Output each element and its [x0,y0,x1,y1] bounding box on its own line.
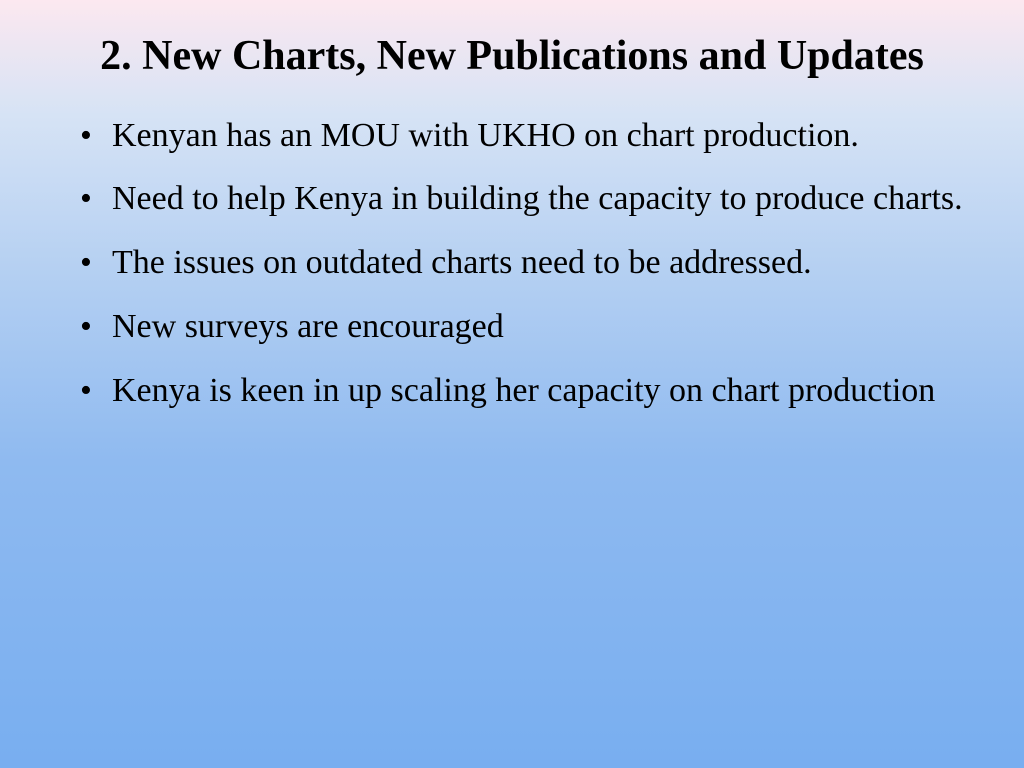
bullet-item: The issues on outdated charts need to be… [80,240,964,286]
bullet-item: Need to help Kenya in building the capac… [80,176,964,222]
bullet-item: Kenya is keen in up scaling her capacity… [80,368,964,414]
bullet-list: Kenyan has an MOU with UKHO on chart pro… [60,113,964,414]
bullet-item: New surveys are encouraged [80,304,964,350]
slide-container: 2. New Charts, New Publications and Upda… [0,0,1024,768]
slide-title: 2. New Charts, New Publications and Upda… [60,30,964,83]
bullet-item: Kenyan has an MOU with UKHO on chart pro… [80,113,964,159]
